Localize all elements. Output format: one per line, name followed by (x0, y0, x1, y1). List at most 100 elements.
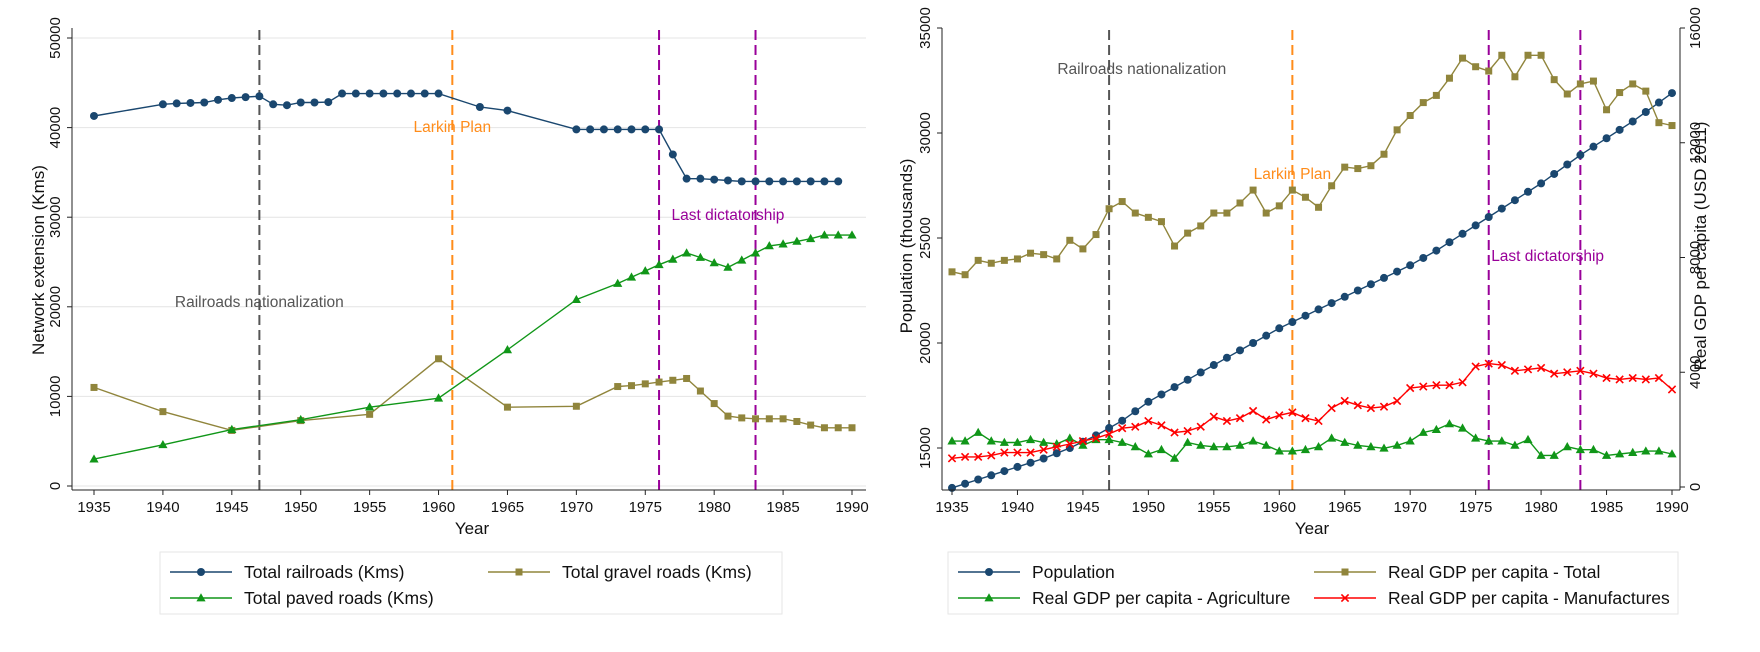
right-point-real-gdp-per-capita-total-1990 (1668, 122, 1676, 130)
right-point-real-gdp-per-capita-total-1967 (1367, 162, 1375, 170)
right-point-real-gdp-per-capita-agriculture-1970 (1405, 436, 1415, 445)
right-point-real-gdp-per-capita-agriculture-1939 (999, 437, 1009, 446)
right-point-real-gdp-per-capita-agriculture-1983 (1575, 444, 1585, 454)
right-point-real-gdp-per-capita-total-1985 (1603, 106, 1611, 114)
right-x-tick-label-1945: 1945 (1066, 499, 1099, 516)
right-point-population-1950 (1144, 397, 1153, 406)
right-point-real-gdp-per-capita-total-1978 (1511, 73, 1519, 81)
left-point-total-railroads-kms-1947 (255, 92, 264, 101)
left-point-total-railroads-kms-1989 (834, 177, 843, 186)
right-point-population-1948 (1118, 416, 1127, 425)
left-point-total-gravel-roads-kms-1978 (683, 374, 691, 382)
right-point-real-gdp-per-capita-total-1968 (1380, 150, 1388, 158)
left-point-total-paved-roads-kms-1990 (847, 230, 857, 239)
left-point-total-paved-roads-kms-1935 (89, 454, 99, 463)
right-point-real-gdp-per-capita-total-1971 (1419, 99, 1427, 107)
right-point-real-gdp-per-capita-agriculture-1940 (1012, 437, 1023, 446)
right-point-real-gdp-per-capita-agriculture-1952 (1169, 453, 1180, 462)
right-point-real-gdp-per-capita-agriculture-1947 (1104, 434, 1114, 444)
right-point-real-gdp-per-capita-total-1944 (1066, 236, 1074, 244)
left-point-total-paved-roads-kms-1981 (723, 262, 733, 271)
left-legend-label-total-railroads-kms: Total railroads (Kms) (244, 562, 404, 582)
right-point-real-gdp-per-capita-manufactures-1939 (1000, 448, 1009, 457)
right-point-real-gdp-per-capita-agriculture-1990 (1667, 449, 1677, 458)
right-point-real-gdp-per-capita-total-1960 (1275, 202, 1283, 210)
right-point-real-gdp-per-capita-agriculture-1935 (947, 436, 957, 445)
left-point-total-gravel-roads-kms-1976 (655, 378, 663, 386)
right-point-real-gdp-per-capita-manufactures-1958 (1248, 406, 1258, 416)
left-point-total-railroads-kms-1955 (365, 89, 374, 98)
left-point-total-gravel-roads-kms-1977 (669, 376, 677, 384)
right-point-real-gdp-per-capita-manufactures-1947 (1104, 429, 1114, 439)
right-point-real-gdp-per-capita-total-1952 (1171, 242, 1179, 250)
right-point-population-1940 (1013, 462, 1022, 471)
right-x-tick-label-1970: 1970 (1393, 499, 1426, 516)
left-point-total-railroads-kms-1958 (406, 89, 415, 98)
left-point-total-paved-roads-kms-1978 (682, 248, 692, 257)
right-x-tick-label-1990: 1990 (1655, 499, 1688, 516)
left-point-total-paved-roads-kms-1970 (571, 294, 581, 304)
left-annotation-railroads-nationalization: Railroads nationalization (175, 294, 344, 311)
right-legend-swatch-marker-real-gdp-per-capita-manufactures (1340, 593, 1350, 603)
right-point-population-1963 (1314, 305, 1323, 314)
left-point-total-railroads-kms-1971 (586, 125, 595, 134)
right-point-population-1983 (1576, 151, 1585, 160)
right-point-population-1988 (1641, 108, 1650, 116)
right-point-real-gdp-per-capita-manufactures-1942 (1039, 445, 1048, 454)
right-point-real-gdp-per-capita-manufactures-1980 (1536, 363, 1546, 373)
right-point-population-1959 (1262, 331, 1271, 340)
right-x-tick-label-1965: 1965 (1328, 499, 1361, 516)
right-point-real-gdp-per-capita-agriculture-1988 (1641, 446, 1651, 455)
right-point-real-gdp-per-capita-manufactures-1983 (1576, 366, 1585, 375)
right-point-real-gdp-per-capita-agriculture-1957 (1235, 440, 1245, 449)
right-point-real-gdp-per-capita-agriculture-1950 (1143, 449, 1153, 458)
left-point-total-railroads-kms-1974 (627, 125, 636, 134)
right-point-real-gdp-per-capita-total-1965 (1341, 163, 1349, 171)
right-point-real-gdp-per-capita-manufactures-1963 (1314, 416, 1323, 426)
right-point-real-gdp-per-capita-total-1940 (1013, 255, 1021, 263)
right-point-real-gdp-per-capita-manufactures-1937 (974, 452, 983, 462)
right-point-real-gdp-per-capita-total-1941 (1027, 249, 1035, 257)
right-point-real-gdp-per-capita-manufactures-1979 (1523, 365, 1533, 374)
left-legend-item-total-gravel-roads-kms: Total gravel roads (Kms) (488, 562, 752, 582)
left-point-total-railroads-kms-1979 (696, 174, 705, 183)
left-point-total-paved-roads-kms-1960 (433, 393, 444, 402)
left-point-total-railroads-kms-1975 (641, 125, 650, 134)
right-point-real-gdp-per-capita-manufactures-1977 (1497, 360, 1506, 370)
left-x-tick-label-1985: 1985 (766, 499, 799, 516)
right-point-real-gdp-per-capita-agriculture-1960 (1274, 446, 1284, 455)
right-point-real-gdp-per-capita-manufactures-1955 (1209, 412, 1218, 421)
left-point-total-gravel-roads-kms-1974 (627, 382, 635, 390)
left-point-total-gravel-roads-kms-1980 (710, 400, 718, 408)
right-legend-label-real-gdp-per-capita-agriculture: Real GDP per capita - Agriculture (1032, 588, 1290, 608)
left-point-total-railroads-kms-1987 (806, 177, 815, 186)
left-point-total-paved-roads-kms-1945 (227, 424, 237, 433)
right-point-real-gdp-per-capita-agriculture-1984 (1588, 444, 1599, 454)
left-series-line-total-paved-roads-kms (93, 234, 852, 460)
right-series-line-population (951, 92, 1673, 489)
right-point-population-1961 (1288, 318, 1297, 326)
right-series-population (948, 89, 1676, 492)
right-point-real-gdp-per-capita-total-1942 (1040, 251, 1048, 259)
right-point-population-1954 (1196, 368, 1205, 377)
right-point-population-1984 (1589, 142, 1598, 151)
left-x-tick-label-1960: 1960 (422, 499, 455, 516)
right-point-real-gdp-per-capita-manufactures-1940 (1013, 448, 1022, 457)
right-point-population-1941 (1026, 458, 1035, 467)
right-point-real-gdp-per-capita-manufactures-1943 (1052, 442, 1061, 452)
right-point-real-gdp-per-capita-agriculture-1955 (1209, 442, 1219, 451)
left-legend-box (159, 551, 783, 615)
right-point-real-gdp-per-capita-total-1959 (1262, 209, 1270, 217)
right-x-tick-label-1980: 1980 (1524, 499, 1557, 516)
right-point-population-1986 (1615, 125, 1624, 134)
left-point-total-railroads-kms-1965 (503, 106, 512, 115)
right-point-real-gdp-per-capita-manufactures-1954 (1196, 422, 1205, 431)
left-y-tick-label-10000: 10000 (47, 376, 64, 418)
left-point-total-railroads-kms-1960 (434, 89, 443, 98)
left-point-total-paved-roads-kms-1965 (502, 345, 513, 354)
left-point-total-gravel-roads-kms-1973 (614, 383, 622, 391)
right-point-real-gdp-per-capita-agriculture-1937 (973, 427, 983, 436)
right-point-real-gdp-per-capita-agriculture-1956 (1222, 442, 1232, 451)
right-point-real-gdp-per-capita-manufactures-1961 (1288, 408, 1297, 417)
left-point-total-gravel-roads-kms-1984 (765, 415, 773, 423)
